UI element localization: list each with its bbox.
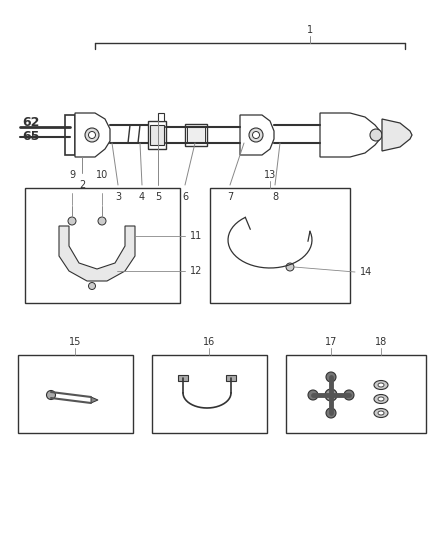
Ellipse shape	[370, 129, 382, 141]
Bar	[178, 375, 188, 381]
Ellipse shape	[252, 132, 259, 139]
Polygon shape	[75, 113, 110, 157]
Ellipse shape	[88, 282, 95, 289]
Ellipse shape	[68, 217, 76, 225]
Ellipse shape	[46, 391, 56, 400]
Text: 18: 18	[375, 337, 387, 347]
Bar	[25, 188, 180, 303]
Bar	[148, 121, 166, 149]
Ellipse shape	[85, 128, 99, 142]
Text: 11: 11	[190, 231, 202, 241]
Polygon shape	[59, 226, 135, 281]
Bar	[158, 113, 164, 121]
Ellipse shape	[326, 408, 336, 418]
Text: 14: 14	[360, 267, 372, 277]
Polygon shape	[91, 397, 98, 403]
Text: 13: 13	[264, 170, 276, 180]
Text: 3: 3	[115, 192, 121, 202]
Ellipse shape	[88, 132, 95, 139]
Ellipse shape	[249, 128, 263, 142]
Text: 4: 4	[139, 192, 145, 202]
Polygon shape	[240, 115, 274, 155]
Text: 15: 15	[69, 337, 81, 347]
Bar	[286, 355, 426, 433]
Text: 10: 10	[96, 170, 108, 180]
Text: 8: 8	[272, 192, 278, 202]
Bar	[152, 355, 267, 433]
Ellipse shape	[308, 390, 318, 400]
Text: 62: 62	[22, 117, 39, 130]
Ellipse shape	[378, 397, 384, 401]
Bar	[18, 355, 133, 433]
Text: 9: 9	[69, 170, 75, 180]
Text: 16: 16	[203, 337, 215, 347]
Ellipse shape	[325, 389, 337, 401]
Text: 6: 6	[182, 192, 188, 202]
Ellipse shape	[374, 394, 388, 403]
Ellipse shape	[286, 263, 294, 271]
Bar	[185, 124, 207, 146]
Text: 7: 7	[227, 192, 233, 202]
Ellipse shape	[98, 217, 106, 225]
Text: 1: 1	[307, 25, 313, 35]
Bar	[150, 125, 164, 145]
Text: 2: 2	[79, 180, 85, 190]
Polygon shape	[382, 119, 412, 151]
Ellipse shape	[344, 390, 354, 400]
Bar	[187, 127, 205, 143]
Ellipse shape	[326, 372, 336, 382]
Text: 5: 5	[155, 192, 161, 202]
Bar	[226, 375, 236, 381]
Ellipse shape	[374, 408, 388, 417]
Text: 17: 17	[325, 337, 337, 347]
Text: 65: 65	[22, 131, 39, 143]
Bar	[65, 115, 75, 155]
Bar	[210, 188, 350, 303]
Polygon shape	[320, 113, 382, 157]
Ellipse shape	[378, 411, 384, 415]
Text: 12: 12	[190, 266, 202, 276]
Ellipse shape	[374, 381, 388, 390]
Ellipse shape	[378, 383, 384, 387]
